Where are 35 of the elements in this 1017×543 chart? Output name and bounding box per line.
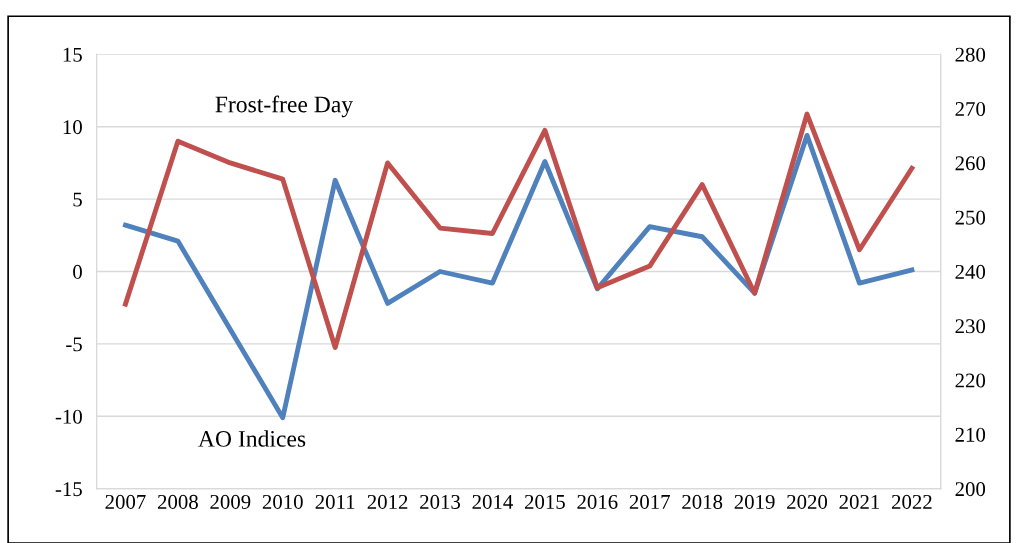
x-tick-label: 2012 [367, 494, 408, 509]
y-tick-label: 15 [63, 47, 82, 62]
x-tick-label: 2021 [839, 494, 880, 509]
x-tick-label: 2011 [315, 494, 355, 509]
y-tick-label: 5 [73, 192, 82, 207]
line-series [123, 132, 915, 421]
y2-tick-label: 220 [955, 373, 986, 388]
y-tick-label: -10 [55, 409, 82, 424]
x-tick-label: 2007 [105, 494, 146, 509]
y2-tick-label: 250 [955, 210, 986, 225]
x-tick-label: 2010 [262, 494, 303, 509]
x-tick-label: 2009 [210, 494, 251, 509]
x-tick-label: 2022 [891, 494, 932, 509]
y2-tick-label: 270 [955, 101, 986, 117]
y2-tick-label: 280 [955, 47, 986, 62]
y-tick-label: 10 [63, 120, 82, 135]
x-tick-label: 2008 [157, 494, 198, 509]
x-tick-label: 2014 [472, 494, 513, 509]
x-tick-label: 2017 [629, 494, 670, 509]
series-label: Frost-free Day [215, 95, 354, 118]
x-tick-label: 2016 [577, 494, 618, 509]
x-tick-label: 2018 [682, 494, 723, 509]
y-tick-label: 0 [73, 264, 82, 279]
series-label: AO Indices [198, 430, 306, 447]
y2-tick-label: 260 [955, 156, 986, 171]
x-tick-label: 2013 [420, 494, 461, 509]
y2-tick-label: 210 [955, 427, 986, 442]
y-tick-label: -15 [55, 482, 82, 497]
y2-tick-label: 230 [955, 319, 986, 334]
x-tick-label: 2019 [734, 494, 775, 509]
x-tick-label: 2020 [787, 494, 828, 509]
y-tick-label: -5 [66, 337, 82, 352]
y2-tick-label: 240 [955, 264, 986, 279]
y2-tick-label: 200 [955, 482, 986, 497]
x-tick-label: 2015 [524, 494, 565, 509]
